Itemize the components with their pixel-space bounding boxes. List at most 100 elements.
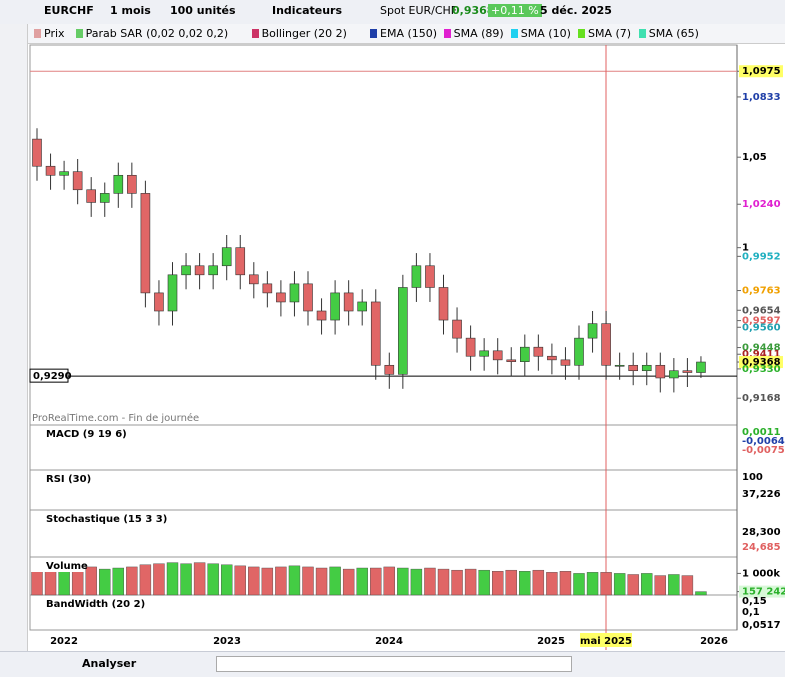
units[interactable]: 100 unités (170, 4, 236, 17)
volume-bar (668, 574, 680, 596)
legend-entry[interactable]: Bollinger (20 2) (251, 27, 347, 40)
scrollbar[interactable] (216, 656, 572, 672)
y-tick-label: 1,0975 (742, 66, 781, 77)
volume-bar (275, 566, 287, 596)
legend-text: EMA (150) (380, 27, 438, 40)
volume-label-bg (739, 585, 785, 598)
panel-title: Volume (46, 561, 88, 572)
panel-value: -0,0064 (742, 436, 785, 447)
volume-bar (44, 568, 57, 596)
volume-bar (451, 569, 463, 596)
volume-bar (586, 572, 599, 596)
volume-bar (505, 569, 517, 596)
candle-body (465, 337, 476, 357)
candle-body (411, 265, 422, 288)
candle-body (249, 274, 259, 285)
volume-bar (288, 565, 301, 596)
legend-text: SMA (7) (588, 27, 632, 40)
candle-body (194, 265, 205, 276)
y-tick-label: 1,0833 (742, 92, 781, 103)
volume-bar (193, 562, 206, 596)
legend-entry[interactable]: Prix (34, 27, 65, 40)
volume-bar (681, 575, 694, 596)
volume-bar (478, 569, 490, 596)
volume-bar (654, 575, 666, 596)
volume-bar (519, 571, 531, 596)
candle-body (560, 359, 571, 366)
legend-entry[interactable]: SMA (89) (443, 27, 504, 40)
legend-text: SMA (89) (453, 27, 504, 40)
volume-bar (627, 574, 639, 596)
candle-body (357, 301, 368, 312)
volume-bar (492, 571, 504, 596)
volume-bar (573, 573, 585, 596)
volume-bar (153, 563, 165, 596)
period[interactable]: 1 mois (110, 4, 151, 17)
candle-body (99, 193, 110, 203)
volume-bar (613, 573, 626, 596)
y-label-bg (739, 356, 783, 369)
x-tick-label: 2023 (213, 636, 241, 647)
legend-entry[interactable]: Parab SAR (0,02 0,02 0,2) (75, 27, 228, 40)
panel-frame (29, 424, 738, 471)
candle-body (398, 287, 408, 375)
legend-entry[interactable]: SMA (65) (638, 27, 699, 40)
x-tick-label: 2026 (700, 636, 728, 647)
candle-body (425, 265, 435, 288)
candle-body (506, 359, 517, 362)
volume-bar (546, 572, 558, 596)
candle-body (682, 370, 693, 373)
y-tick-label: 0,9448 (742, 343, 781, 354)
volume-tick-label: 157 242 (742, 587, 785, 598)
candle-body (587, 323, 598, 339)
candle-body (343, 292, 354, 312)
legend-swatch (251, 29, 259, 38)
y-tick-label: 0,9597 (742, 316, 781, 327)
candle-body (370, 301, 381, 366)
legend-swatch (370, 29, 377, 38)
volume-bar (220, 564, 233, 596)
candle-body (59, 171, 69, 176)
volume-bar (99, 568, 111, 596)
volume-bar (329, 566, 341, 596)
y-label-bg (739, 65, 783, 78)
legend-swatch (75, 29, 83, 38)
candle-body (127, 174, 137, 194)
volume-bar (356, 567, 368, 596)
volume-bar (315, 567, 328, 596)
volume-bar (532, 569, 545, 596)
y-tick-label: 0,9763 (742, 286, 781, 297)
symbol[interactable]: EURCHF (44, 4, 94, 17)
cursor-label: 0,9290 (33, 371, 72, 382)
candle-body (533, 346, 544, 357)
volume-bar (112, 567, 125, 596)
y-tick-label: 0,9952 (742, 251, 781, 262)
y-tick-label: 0,9654 (742, 305, 781, 316)
analyser[interactable]: Analyser (82, 657, 137, 670)
candle-body (140, 193, 151, 294)
indicators[interactable]: Indicateurs (272, 4, 343, 17)
volume-bar (180, 563, 192, 596)
legend-swatch (638, 29, 646, 38)
candle-body (330, 292, 340, 321)
x-tick-label: 2024 (375, 636, 403, 647)
legend-swatch (578, 29, 585, 38)
panel-value: 0,0517 (742, 620, 781, 631)
volume-bar (166, 562, 179, 596)
volume-bar (248, 566, 260, 596)
legend-entry[interactable]: SMA (7) (578, 27, 631, 40)
candle-body (316, 310, 327, 321)
legend-entry[interactable]: EMA (150) (370, 27, 437, 40)
candle-body (452, 319, 462, 339)
legend-entry[interactable]: SMA (10) (510, 27, 571, 40)
x-tick-label: 2022 (50, 636, 78, 647)
candle-body (235, 247, 246, 276)
candle-body (574, 337, 584, 366)
volume-bar (71, 567, 84, 596)
cursor-bg (29, 368, 69, 383)
volume-bar (342, 568, 355, 596)
candle-body (181, 265, 191, 276)
candle-body (86, 189, 96, 203)
